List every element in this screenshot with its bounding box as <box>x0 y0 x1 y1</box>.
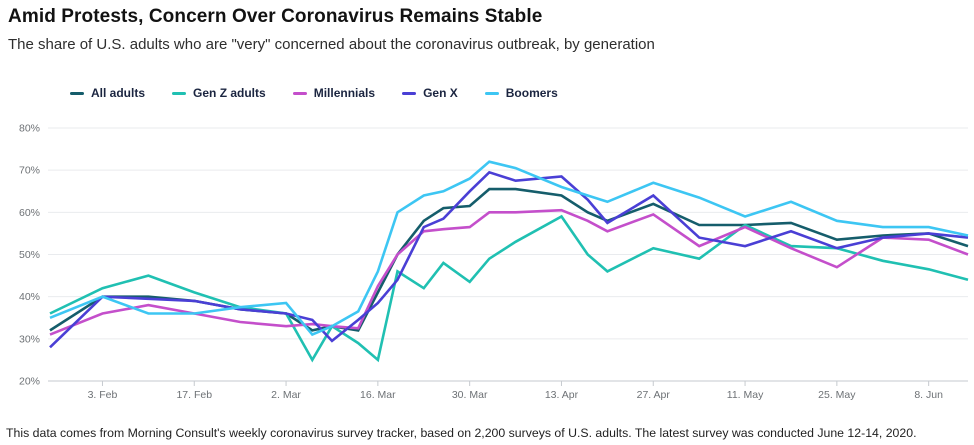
y-tick-label: 70% <box>19 165 40 177</box>
x-tick-label: 16. Mar <box>360 389 396 401</box>
legend-swatch-gen-z-adults <box>172 91 187 95</box>
chart-subtitle: The share of U.S. adults who are "very" … <box>8 36 655 53</box>
chart-legend: All adults Gen Z adults Millennials Gen X Bo… <box>70 86 558 100</box>
chart-footnote: This data comes from Morning Consult's w… <box>6 426 917 440</box>
legend-swatch-all-adults <box>70 91 84 95</box>
legend-label: Gen X <box>423 86 458 100</box>
chart-canvas: 20% 30% 40% 50% 60% 70% 80% 3. Feb 17. Feb 2. Mar… <box>19 123 969 401</box>
x-tick-label: 30. Mar <box>452 389 488 401</box>
x-tick-label: 3. Feb <box>88 389 118 401</box>
chart-title: Amid Protests, Concern Over Coronavirus … <box>8 6 543 27</box>
series-line-all-adults <box>49 187 969 332</box>
x-tick-label: 11. May <box>727 389 764 401</box>
legend-item-all-adults: All adults <box>70 86 145 100</box>
x-tick-label: 17. Feb <box>176 389 212 401</box>
legend-swatch-boomers <box>484 91 499 95</box>
series-line-millennials <box>49 208 969 336</box>
series-line-gen-z-adults <box>49 214 969 363</box>
series-line-gen-x <box>49 170 969 349</box>
y-tick-label: 30% <box>19 333 40 345</box>
x-tick-label: 27. Apr <box>637 389 671 401</box>
y-tick-label: 50% <box>19 249 40 261</box>
legend-item-millennials: Millennials <box>292 86 376 100</box>
legend-label: Gen Z adults <box>193 86 266 100</box>
y-tick-label: 60% <box>19 207 40 219</box>
x-tick-label: 25. May <box>818 389 856 401</box>
x-tick-label: 8. Jun <box>914 389 943 401</box>
x-tick-label: 2. Mar <box>271 389 301 401</box>
legend-item-gen-z-adults: Gen Z adults <box>172 86 266 100</box>
series-line-boomers <box>49 160 969 337</box>
y-tick-label: 80% <box>19 123 40 135</box>
line-chart-plot: 20% 30% 40% 50% 60% 70% 80% 3. Feb 17. Feb 2. Mar… <box>0 112 974 408</box>
legend-item-gen-x: Gen X <box>402 86 458 100</box>
legend-label: Boomers <box>505 86 558 100</box>
x-tick-label: 13. Apr <box>545 389 579 401</box>
legend-swatch-gen-x <box>402 91 417 95</box>
y-tick-label: 40% <box>19 291 40 303</box>
legend-label: All adults <box>91 86 146 100</box>
y-tick-label: 20% <box>19 376 40 388</box>
legend-item-boomers: Boomers <box>484 86 558 100</box>
legend-label: Millennials <box>313 86 376 100</box>
legend-swatch-millennials <box>292 91 307 95</box>
